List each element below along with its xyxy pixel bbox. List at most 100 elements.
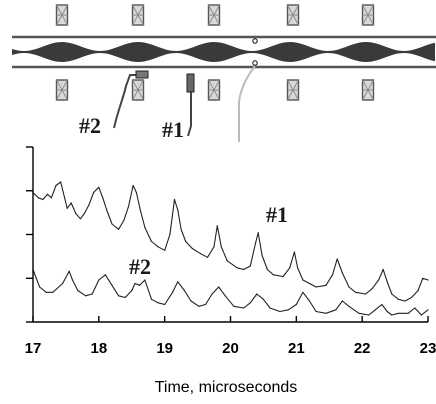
data-point [98, 279, 100, 281]
data-point [79, 218, 81, 220]
data-point [358, 312, 360, 314]
data-point [282, 275, 284, 278]
data-point [135, 191, 137, 194]
data-point [85, 295, 87, 297]
magnet-hatch [208, 79, 220, 101]
magnet-bottom-1 [55, 79, 69, 101]
data-point [46, 193, 49, 195]
data-point [91, 293, 93, 295]
data-point [315, 310, 317, 313]
data-point [257, 232, 259, 234]
data-point [410, 296, 413, 299]
probe-label-2: #2 [79, 113, 101, 138]
magnet-bottom-4 [286, 79, 300, 101]
data-point [183, 289, 185, 292]
magnet-hatch [208, 4, 220, 26]
beam-envelope [12, 42, 435, 62]
data-point [77, 289, 79, 292]
data-point [52, 291, 54, 293]
data-point [378, 279, 380, 281]
signal-chart: 17 18 19 20 21 22 23 #1 #2 Time, microseconds [25, 146, 436, 396]
x-tick-label-19: 19 [156, 340, 173, 357]
data-point [374, 309, 376, 311]
data-point [302, 279, 304, 281]
data-point [139, 209, 141, 211]
data-point [131, 289, 133, 292]
magnets-bottom-row [55, 79, 375, 101]
data-point [60, 181, 62, 183]
data-point [289, 267, 291, 269]
x-tick-label-18: 18 [90, 340, 107, 357]
data-point [404, 300, 406, 302]
data-point [348, 305, 350, 307]
data-point [200, 253, 202, 255]
data-point [287, 309, 289, 311]
probes [113, 65, 256, 142]
data-point [236, 267, 238, 269]
data-point [98, 186, 100, 188]
data-point [386, 310, 388, 313]
data-point [269, 307, 271, 309]
data-point [83, 212, 85, 215]
axes [32, 147, 428, 323]
data-point [177, 281, 179, 283]
data-point [55, 184, 57, 187]
data-point [331, 274, 334, 276]
data-point [45, 291, 47, 293]
data-point [341, 300, 343, 302]
data-point [185, 240, 187, 243]
probe-1-head [186, 73, 195, 93]
data-point [124, 296, 126, 299]
data-point [169, 233, 171, 236]
data-point [177, 209, 179, 211]
data-point [111, 223, 113, 225]
data-point [180, 228, 182, 230]
data-point [249, 302, 251, 304]
data-point [427, 279, 429, 281]
data-point [218, 286, 220, 288]
data-point [243, 307, 245, 309]
data-point [104, 274, 106, 276]
data-point [414, 307, 416, 309]
data-point [386, 281, 388, 283]
data-point [295, 303, 297, 306]
magnet-top-1 [55, 4, 69, 26]
magnet-hatch [287, 4, 299, 26]
data-point [39, 286, 41, 288]
data-point [172, 291, 174, 293]
data-point [93, 191, 95, 194]
data-point [118, 295, 120, 297]
data-point [157, 246, 159, 248]
data-point [37, 197, 39, 199]
beam-pipe [12, 35, 436, 69]
magnet-hatch [132, 79, 144, 101]
spare-cable [237, 65, 256, 142]
probe-2-head [135, 70, 149, 79]
series-label-2: #2 [129, 254, 151, 279]
data-point [132, 184, 134, 187]
series-line-1 [32, 181, 429, 302]
data-point [150, 240, 153, 243]
data-point [266, 268, 268, 271]
data-point [216, 225, 218, 227]
magnet-hatch [56, 79, 68, 101]
data-point [144, 226, 146, 229]
data-point [297, 267, 299, 269]
data-point [211, 293, 213, 295]
data-point [302, 291, 304, 293]
data-point [164, 249, 166, 251]
data-point [198, 305, 200, 307]
data-point [118, 228, 120, 230]
beam-marker-bottom [252, 60, 258, 66]
data-point [191, 247, 193, 250]
magnet-hatch [362, 79, 374, 101]
data-point [204, 303, 207, 306]
data-point [308, 282, 311, 285]
data-point [224, 295, 226, 297]
data-point [293, 251, 295, 253]
data-point [341, 272, 343, 274]
data-point [173, 198, 176, 201]
probe-1-cable [187, 92, 192, 137]
data-point [233, 305, 235, 307]
